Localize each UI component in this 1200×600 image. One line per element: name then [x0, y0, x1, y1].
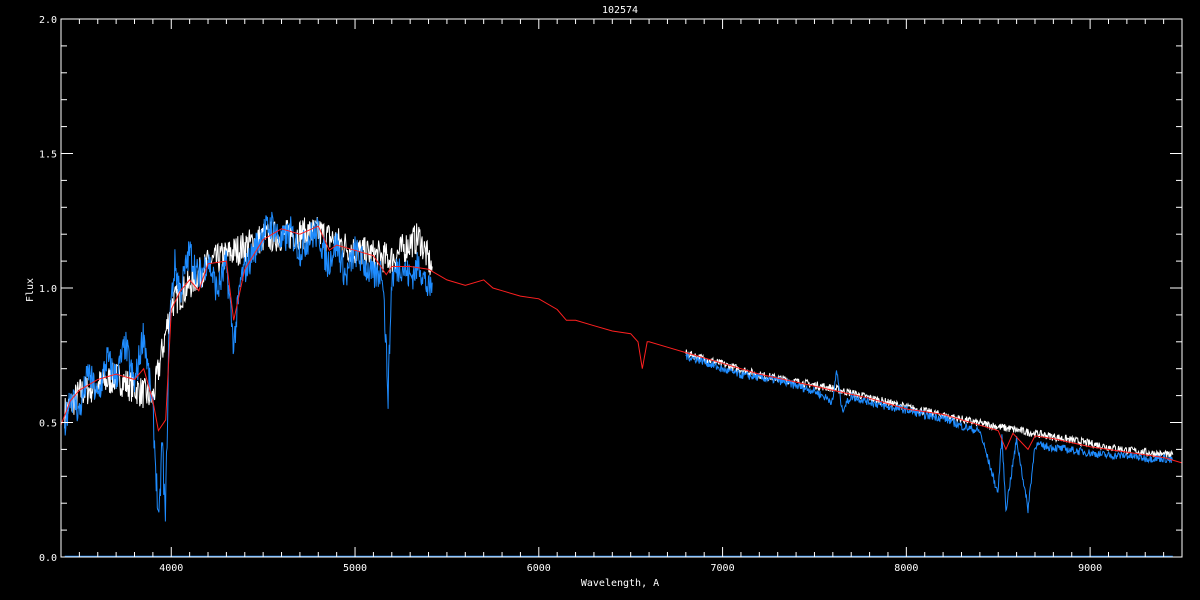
series-1-segment-1: [685, 352, 1174, 514]
y-tick-label: 1.5: [39, 150, 57, 161]
axes-layer: 4000 5000 6000 7000 8000 9000 0.0 0.5 1.0 1.5 2.0: [39, 15, 1183, 574]
y-axis-label: Flux: [25, 278, 36, 302]
x-tick-label: 5000: [343, 563, 367, 574]
x-tick-label: 4000: [159, 563, 183, 574]
series-2-segment-0: [60, 225, 1183, 464]
y-tick-label: 0.0: [39, 553, 57, 564]
y-tick-label: 2.0: [39, 15, 57, 26]
series-layer: [60, 211, 1183, 557]
series-0-segment-1: [685, 349, 1174, 459]
x-tick-label: 8000: [894, 563, 918, 574]
y-tick-label: 1.0: [39, 284, 57, 295]
x-tick-label: 9000: [1078, 563, 1102, 574]
x-tick-label: 6000: [527, 563, 551, 574]
chart-title: 102574: [602, 5, 638, 16]
x-axis-label: Wavelength, A: [581, 578, 659, 589]
y-tick-label: 0.5: [39, 419, 57, 430]
x-tick-label: 7000: [711, 563, 735, 574]
series-1-segment-0: [64, 211, 433, 522]
